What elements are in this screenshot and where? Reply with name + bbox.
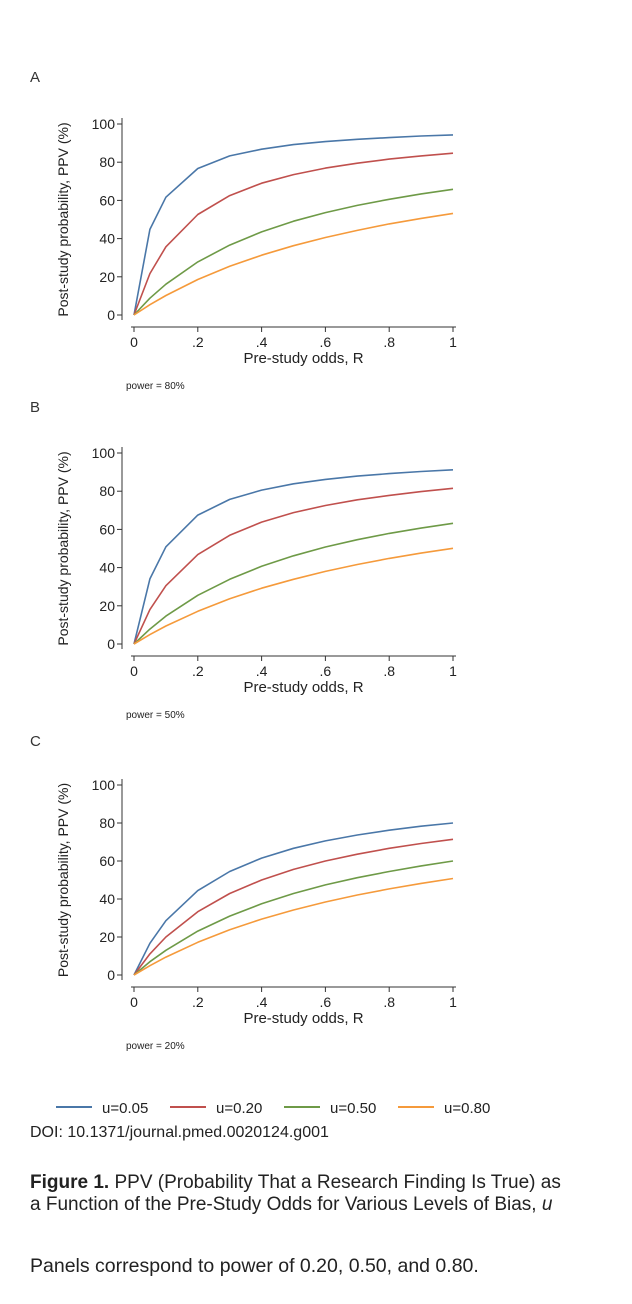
x-axis-title: Pre-study odds, R [243,1010,363,1027]
series-line-u-0_20 [133,838,454,976]
power-note: power = 20% [126,1041,185,1052]
legend-label: u=0.20 [216,1100,262,1115]
panel-label: B [30,399,40,416]
series-line-u-0_05 [133,469,454,645]
power-note: power = 50% [126,710,185,721]
x-tick-label: .6 [320,334,332,350]
doi-text[interactable]: DOI: 10.1371/journal.pmed.0020124.g001 [30,1124,329,1141]
y-tick-label: 0 [107,636,115,652]
series-line-u-0_80 [133,212,454,316]
series-line-u-0_80 [133,547,454,645]
x-axis-title: Pre-study odds, R [243,350,363,367]
x-tick-label: .4 [256,334,268,350]
x-tick-label: .2 [192,663,204,679]
series-line-u-0_20 [133,487,454,645]
x-tick-label: .8 [383,334,395,350]
series-line-u-0_50 [133,188,454,316]
y-axis-title: Post-study probability, PPV (%) [55,451,71,645]
x-tick-label: 0 [130,663,138,679]
y-tick-label: 20 [99,269,115,285]
x-tick-label: .6 [320,663,332,679]
figure-caption-body: Panels correspond to power of 0.20, 0.50… [30,1255,479,1277]
figure-label: Figure 1. [30,1172,110,1193]
y-tick-label: 40 [99,891,115,907]
x-tick-label: .8 [383,994,395,1010]
x-tick-label: .8 [383,663,395,679]
y-tick-label: 20 [99,598,115,614]
series-line-u-0_05 [133,822,454,976]
x-tick-label: .4 [256,994,268,1010]
series-line-u-0_80 [133,877,454,976]
series-line-u-0_50 [133,522,454,645]
y-tick-label: 80 [99,154,115,170]
x-tick-label: .2 [192,334,204,350]
y-tick-label: 40 [99,560,115,576]
series-line-u-0_20 [133,152,454,316]
x-tick-label: 0 [130,334,138,350]
x-tick-label: .2 [192,994,204,1010]
y-tick-label: 20 [99,929,115,945]
chart-panel-b: B 0 20 40 60 80 100 0 .2 .4 .6 .8 1 Post-study probab… [30,399,457,721]
y-tick-label: 60 [99,192,115,208]
panel-label: A [30,69,40,86]
chart-panel-a: A 0 20 40 60 80 100 0 .2 .4 .6 .8 1 Post-study probab… [30,69,457,392]
y-tick-label: 100 [92,445,116,461]
y-tick-label: 100 [92,777,116,793]
x-tick-label: .6 [320,994,332,1010]
y-tick-label: 100 [92,116,116,132]
x-tick-label: 1 [449,663,457,679]
y-tick-label: 60 [99,521,115,537]
chart-panel-c: C 0 20 40 60 80 100 0 .2 .4 .6 .8 1 Post-study probab… [30,733,457,1052]
x-axis-title: Pre-study odds, R [243,679,363,696]
y-axis-title: Post-study probability, PPV (%) [55,122,71,316]
y-tick-label: 0 [107,307,115,323]
x-tick-label: 1 [449,334,457,350]
y-tick-label: 60 [99,853,115,869]
power-note: power = 80% [126,381,185,392]
legend-label: u=0.50 [330,1100,376,1115]
x-tick-label: 0 [130,994,138,1010]
y-tick-label: 40 [99,231,115,247]
legend-label: u=0.05 [102,1100,148,1115]
figure-caption-title: Figure 1. PPV (Probability That a Resear… [30,1172,570,1216]
caption-title-text: PPV (Probability That a Research Finding… [30,1172,561,1215]
legend-label: u=0.80 [444,1100,490,1115]
panel-label: C [30,733,41,750]
x-tick-label: .4 [256,663,268,679]
series-line-u-0_05 [133,134,454,316]
caption-bias-variable: u [541,1194,553,1215]
y-tick-label: 0 [107,967,115,983]
x-tick-label: 1 [449,994,457,1010]
y-tick-label: 80 [99,815,115,831]
y-axis-title: Post-study probability, PPV (%) [55,783,71,977]
chart-legend: u=0.05 u=0.20 u=0.50 u=0.80 [56,1100,490,1115]
y-tick-label: 80 [99,483,115,499]
series-line-u-0_50 [133,860,454,976]
